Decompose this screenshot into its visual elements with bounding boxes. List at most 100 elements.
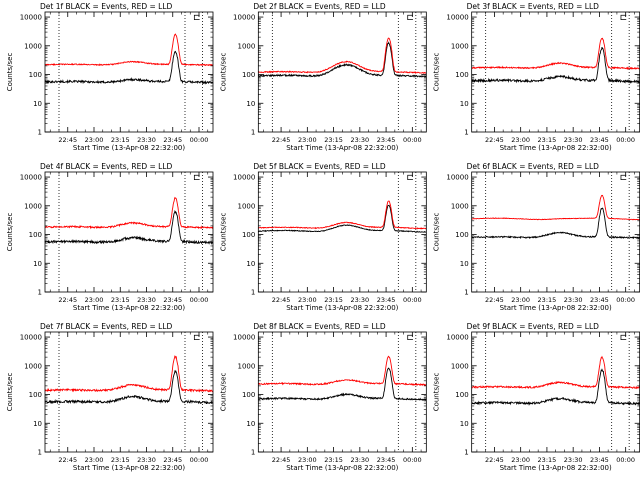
y-axis-label: Counts/sec bbox=[6, 53, 14, 92]
plot-frame bbox=[471, 11, 640, 133]
y-tick-label: 10 bbox=[33, 100, 42, 108]
chart-panel-5: Det 5f BLACK = Events, RED = LLD ⊏ 1 10 100 1… bbox=[219, 162, 427, 312]
lld-series-line bbox=[44, 33, 214, 67]
x-tick-label: 23:15 bbox=[538, 296, 557, 304]
x-tick-label: 22:45 bbox=[272, 456, 291, 464]
chart-panel-6: Det 6f BLACK = Events, RED = LLD ⊏ 1 10 100 1… bbox=[433, 162, 640, 312]
lld-series-line bbox=[257, 37, 427, 75]
y-tick-label: 10000 bbox=[233, 14, 255, 22]
y-tick-label: 1 bbox=[38, 129, 42, 137]
chart-panel-2: Det 2f BLACK = Events, RED = LLD ⊏ 1 10 100 1… bbox=[219, 2, 427, 152]
x-axis-label: Start Time (13-Apr-08 22:32:00) bbox=[73, 144, 185, 152]
chart-title: Det 2f BLACK = Events, RED = LLD bbox=[253, 2, 386, 11]
events-series-line bbox=[44, 50, 214, 85]
y-axis-label: Counts/sec bbox=[219, 373, 227, 412]
legend-marker: ⊏ bbox=[406, 13, 414, 23]
y-axis-label: Counts/sec bbox=[433, 213, 441, 252]
chart-title: Det 5f BLACK = Events, RED = LLD bbox=[253, 162, 386, 171]
x-tick-label: 00:00 bbox=[190, 456, 209, 464]
events-series-line bbox=[471, 207, 640, 240]
y-tick-label: 100 bbox=[29, 391, 42, 399]
y-tick-label: 10000 bbox=[233, 334, 255, 342]
y-tick-label: 100 bbox=[242, 231, 255, 239]
events-series-line bbox=[258, 41, 427, 78]
plot-frame bbox=[257, 331, 427, 453]
lld-series-line bbox=[471, 355, 640, 390]
x-tick-label: 23:00 bbox=[511, 296, 530, 304]
y-tick-label: 10000 bbox=[20, 14, 42, 22]
y-tick-label: 10 bbox=[33, 420, 42, 428]
y-axis-label: Counts/sec bbox=[433, 53, 441, 92]
chart-title: Det 9f BLACK = Events, RED = LLD bbox=[467, 322, 600, 331]
y-tick-label: 1000 bbox=[238, 202, 256, 210]
x-tick-label: 23:00 bbox=[298, 296, 317, 304]
y-tick-label: 10 bbox=[460, 420, 469, 428]
x-tick-label: 22:45 bbox=[272, 136, 291, 144]
x-tick-label: 22:45 bbox=[485, 296, 504, 304]
x-tick-label: 23:15 bbox=[111, 296, 130, 304]
x-tick-label: 23:45 bbox=[590, 296, 609, 304]
x-tick-label: 23:00 bbox=[85, 296, 104, 304]
chart-title: Det 6f BLACK = Events, RED = LLD bbox=[467, 162, 600, 171]
y-tick-label: 1000 bbox=[238, 42, 256, 50]
y-tick-label: 10 bbox=[246, 100, 255, 108]
y-tick-label: 1 bbox=[464, 289, 468, 297]
y-tick-label: 10 bbox=[246, 260, 255, 268]
x-tick-label: 23:30 bbox=[350, 456, 369, 464]
y-tick-label: 10 bbox=[460, 100, 469, 108]
x-tick-label: 23:30 bbox=[564, 296, 583, 304]
y-tick-label: 1000 bbox=[238, 362, 256, 370]
x-axis-label: Start Time (13-Apr-08 22:32:00) bbox=[500, 144, 612, 152]
x-tick-label: 23:30 bbox=[350, 296, 369, 304]
events-series-line bbox=[471, 46, 640, 84]
x-tick-label: 22:45 bbox=[58, 136, 77, 144]
x-tick-label: 23:30 bbox=[350, 136, 369, 144]
x-tick-label: 00:00 bbox=[190, 296, 209, 304]
plot-frame bbox=[44, 171, 214, 293]
x-tick-label: 23:45 bbox=[163, 296, 182, 304]
y-tick-label: 10 bbox=[33, 260, 42, 268]
x-tick-label: 23:15 bbox=[111, 136, 130, 144]
x-tick-label: 23:15 bbox=[111, 456, 130, 464]
y-tick-label: 1000 bbox=[24, 362, 42, 370]
chart-panel-7: Det 7f BLACK = Events, RED = LLD ⊏ 1 10 100 1… bbox=[6, 322, 214, 472]
plot-frame bbox=[44, 331, 214, 453]
y-tick-label: 1 bbox=[251, 289, 255, 297]
y-tick-label: 10000 bbox=[446, 174, 468, 182]
x-tick-label: 00:00 bbox=[403, 456, 422, 464]
x-tick-label: 22:45 bbox=[485, 136, 504, 144]
y-tick-label: 10 bbox=[460, 260, 469, 268]
legend-marker: ⊏ bbox=[620, 333, 628, 343]
plot-frame bbox=[471, 331, 640, 453]
events-series-line bbox=[44, 209, 214, 245]
chart-title: Det 1f BLACK = Events, RED = LLD bbox=[40, 2, 173, 11]
y-tick-label: 1000 bbox=[451, 42, 469, 50]
legend-marker: ⊏ bbox=[193, 13, 201, 23]
x-tick-label: 23:15 bbox=[324, 296, 343, 304]
y-tick-label: 1 bbox=[251, 129, 255, 137]
legend-marker: ⊏ bbox=[620, 13, 628, 23]
x-tick-label: 00:00 bbox=[616, 136, 635, 144]
lld-series-line bbox=[44, 355, 213, 393]
lld-series-line bbox=[257, 355, 427, 387]
legend-marker: ⊏ bbox=[193, 173, 201, 183]
x-axis-label: Start Time (13-Apr-08 22:32:00) bbox=[500, 304, 612, 312]
plot-frame bbox=[44, 11, 214, 133]
events-series-line bbox=[258, 367, 427, 402]
y-tick-label: 1 bbox=[251, 449, 255, 457]
y-tick-label: 1 bbox=[464, 449, 468, 457]
chart-panel-4: Det 4f BLACK = Events, RED = LLD ⊏ 1 10 100 1… bbox=[6, 162, 214, 312]
x-tick-label: 23:30 bbox=[137, 456, 156, 464]
y-tick-label: 100 bbox=[242, 391, 255, 399]
x-tick-label: 22:45 bbox=[58, 456, 77, 464]
y-tick-label: 10000 bbox=[446, 14, 468, 22]
y-tick-label: 10000 bbox=[446, 334, 468, 342]
x-tick-label: 22:45 bbox=[272, 296, 291, 304]
y-axis-label: Counts/sec bbox=[6, 373, 14, 412]
plot-frame bbox=[471, 171, 640, 293]
chart-title: Det 4f BLACK = Events, RED = LLD bbox=[40, 162, 173, 171]
plot-frame bbox=[257, 171, 427, 293]
x-axis-label: Start Time (13-Apr-08 22:32:00) bbox=[286, 464, 398, 472]
x-axis-label: Start Time (13-Apr-08 22:32:00) bbox=[286, 144, 398, 152]
